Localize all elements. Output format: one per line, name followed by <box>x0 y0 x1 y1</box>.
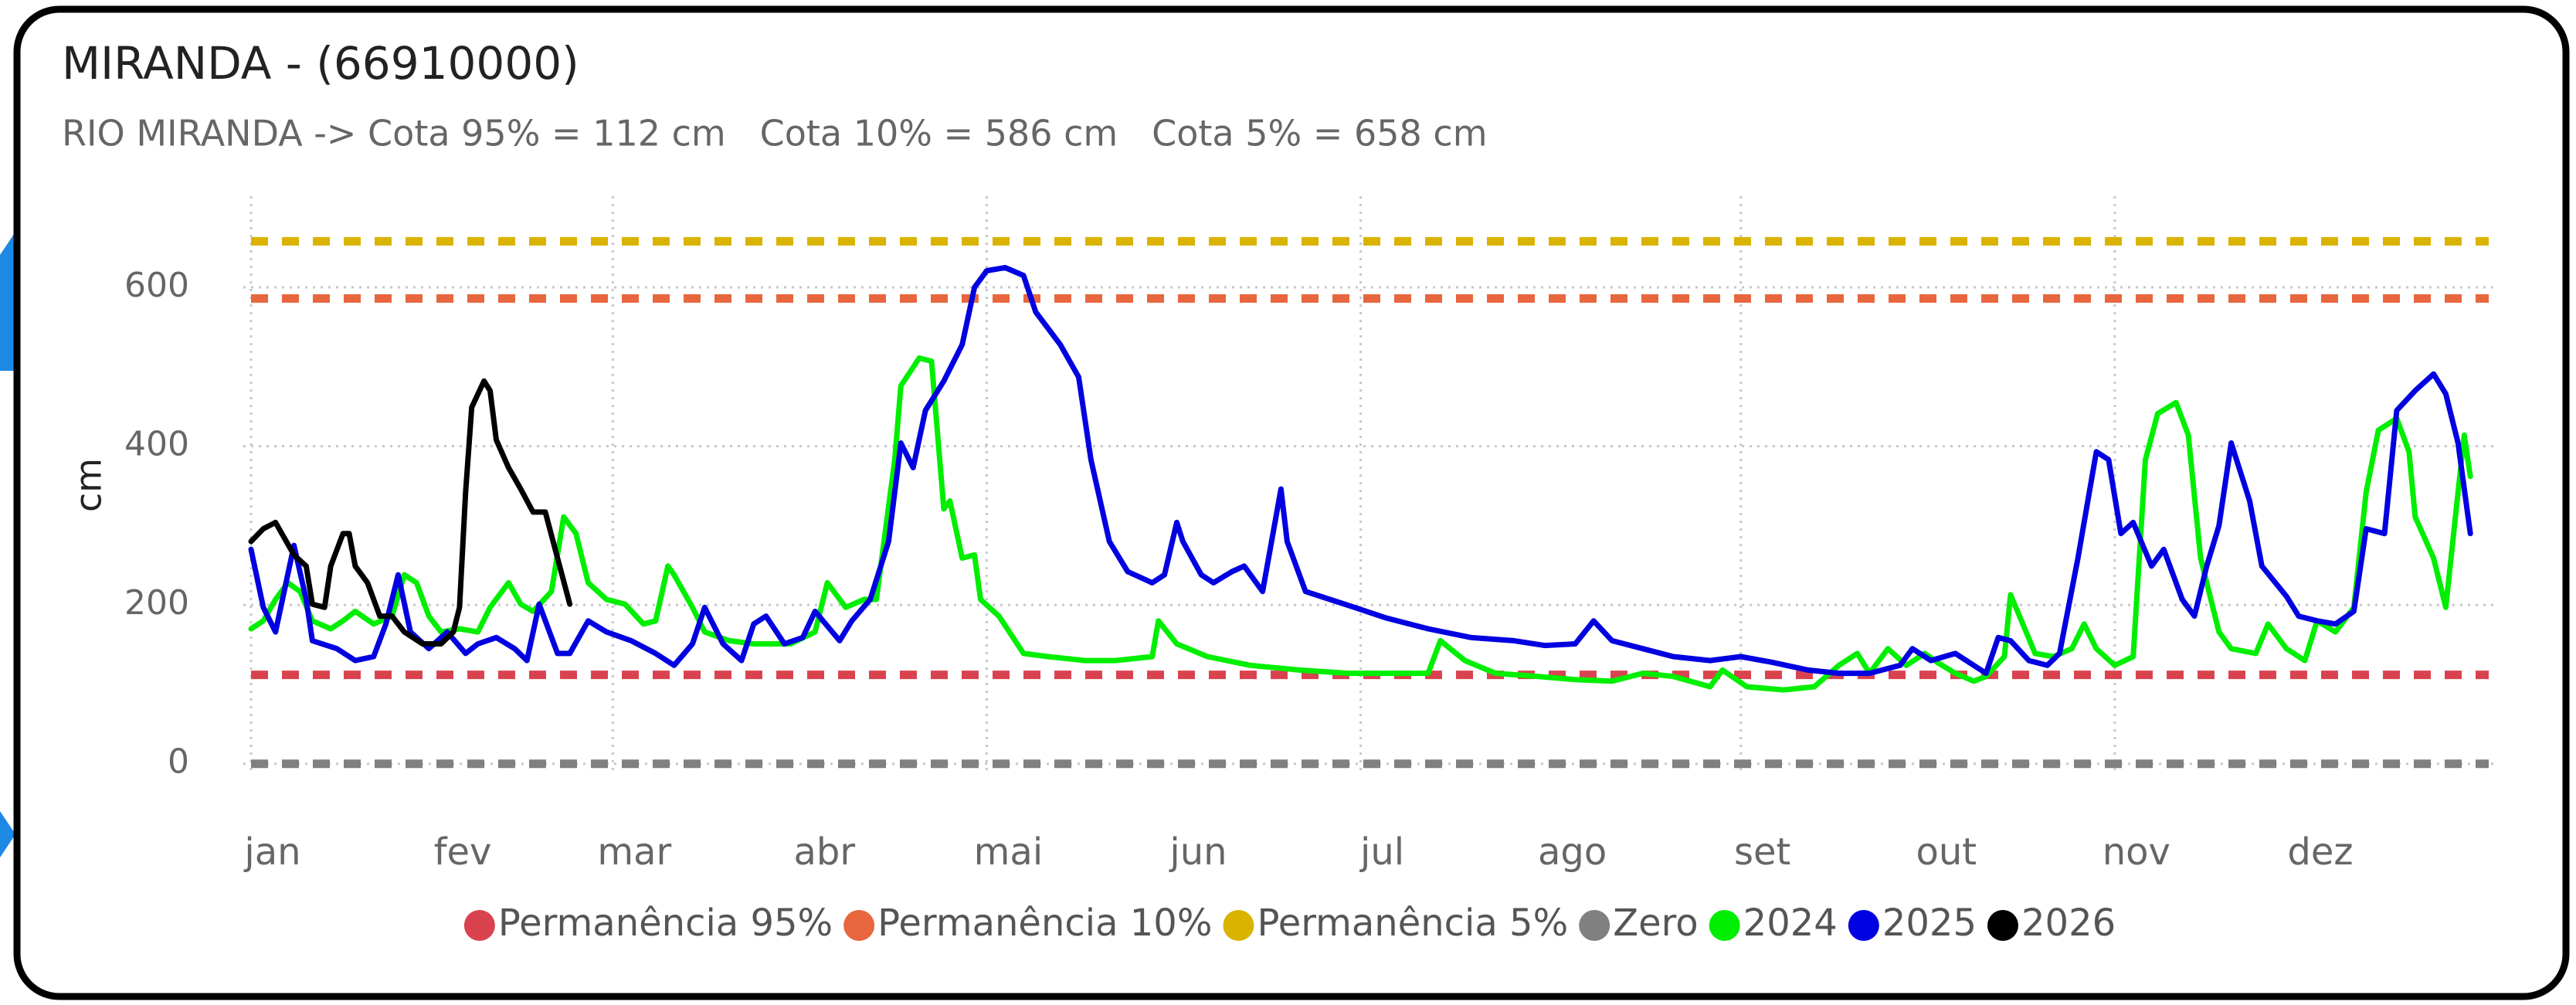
series-line <box>248 264 2473 677</box>
y-tick-label: 600 <box>124 266 189 305</box>
y-tick-label: 0 <box>168 742 189 782</box>
series-line <box>248 378 573 647</box>
legend-marker <box>843 910 875 941</box>
x-tick-label: out <box>1916 830 1977 874</box>
y-axis-label: cm <box>68 458 110 512</box>
x-tick-label: abr <box>794 830 856 874</box>
legend-label: 2024 <box>1743 901 1838 945</box>
x-tick-label: nov <box>2103 830 2170 874</box>
legend-marker <box>1987 910 2018 941</box>
chart-title: MIRANDA - (66910000) <box>62 37 579 90</box>
card-border <box>13 5 2570 1000</box>
x-tick-label: mar <box>597 830 671 874</box>
legend-label: Permanência 10% <box>877 901 1212 945</box>
legend-label: 2026 <box>2021 901 2116 945</box>
y-tick-label: 400 <box>124 425 189 464</box>
chart-subtitle: RIO MIRANDA -> Cota 95% = 112 cm Cota 10… <box>62 113 1488 154</box>
legend-label: Permanência 5% <box>1257 901 1568 945</box>
x-tick-label: set <box>1734 830 1790 874</box>
y-tick-label: 200 <box>124 583 189 623</box>
legend-marker <box>1579 910 1610 941</box>
legend-label: Permanência 95% <box>498 901 833 945</box>
legend-marker <box>1709 910 1740 941</box>
x-tick-label: fev <box>434 830 492 874</box>
series-line <box>248 355 2473 693</box>
legend-label: 2025 <box>1882 901 1977 945</box>
x-tick-label: jul <box>1359 830 1404 874</box>
x-tick-label: jun <box>1169 830 1227 874</box>
legend-marker <box>1848 910 1879 941</box>
legend-marker <box>463 910 495 941</box>
x-tick-label: ago <box>1538 830 1607 874</box>
x-tick-label: dez <box>2287 830 2353 874</box>
x-tick-label: mai <box>974 830 1044 874</box>
legend-label: Zero <box>1613 901 1698 945</box>
x-tick-label: jan <box>243 830 300 874</box>
side-handle <box>0 232 15 371</box>
side-handle <box>0 811 15 857</box>
legend-marker <box>1223 910 1254 941</box>
